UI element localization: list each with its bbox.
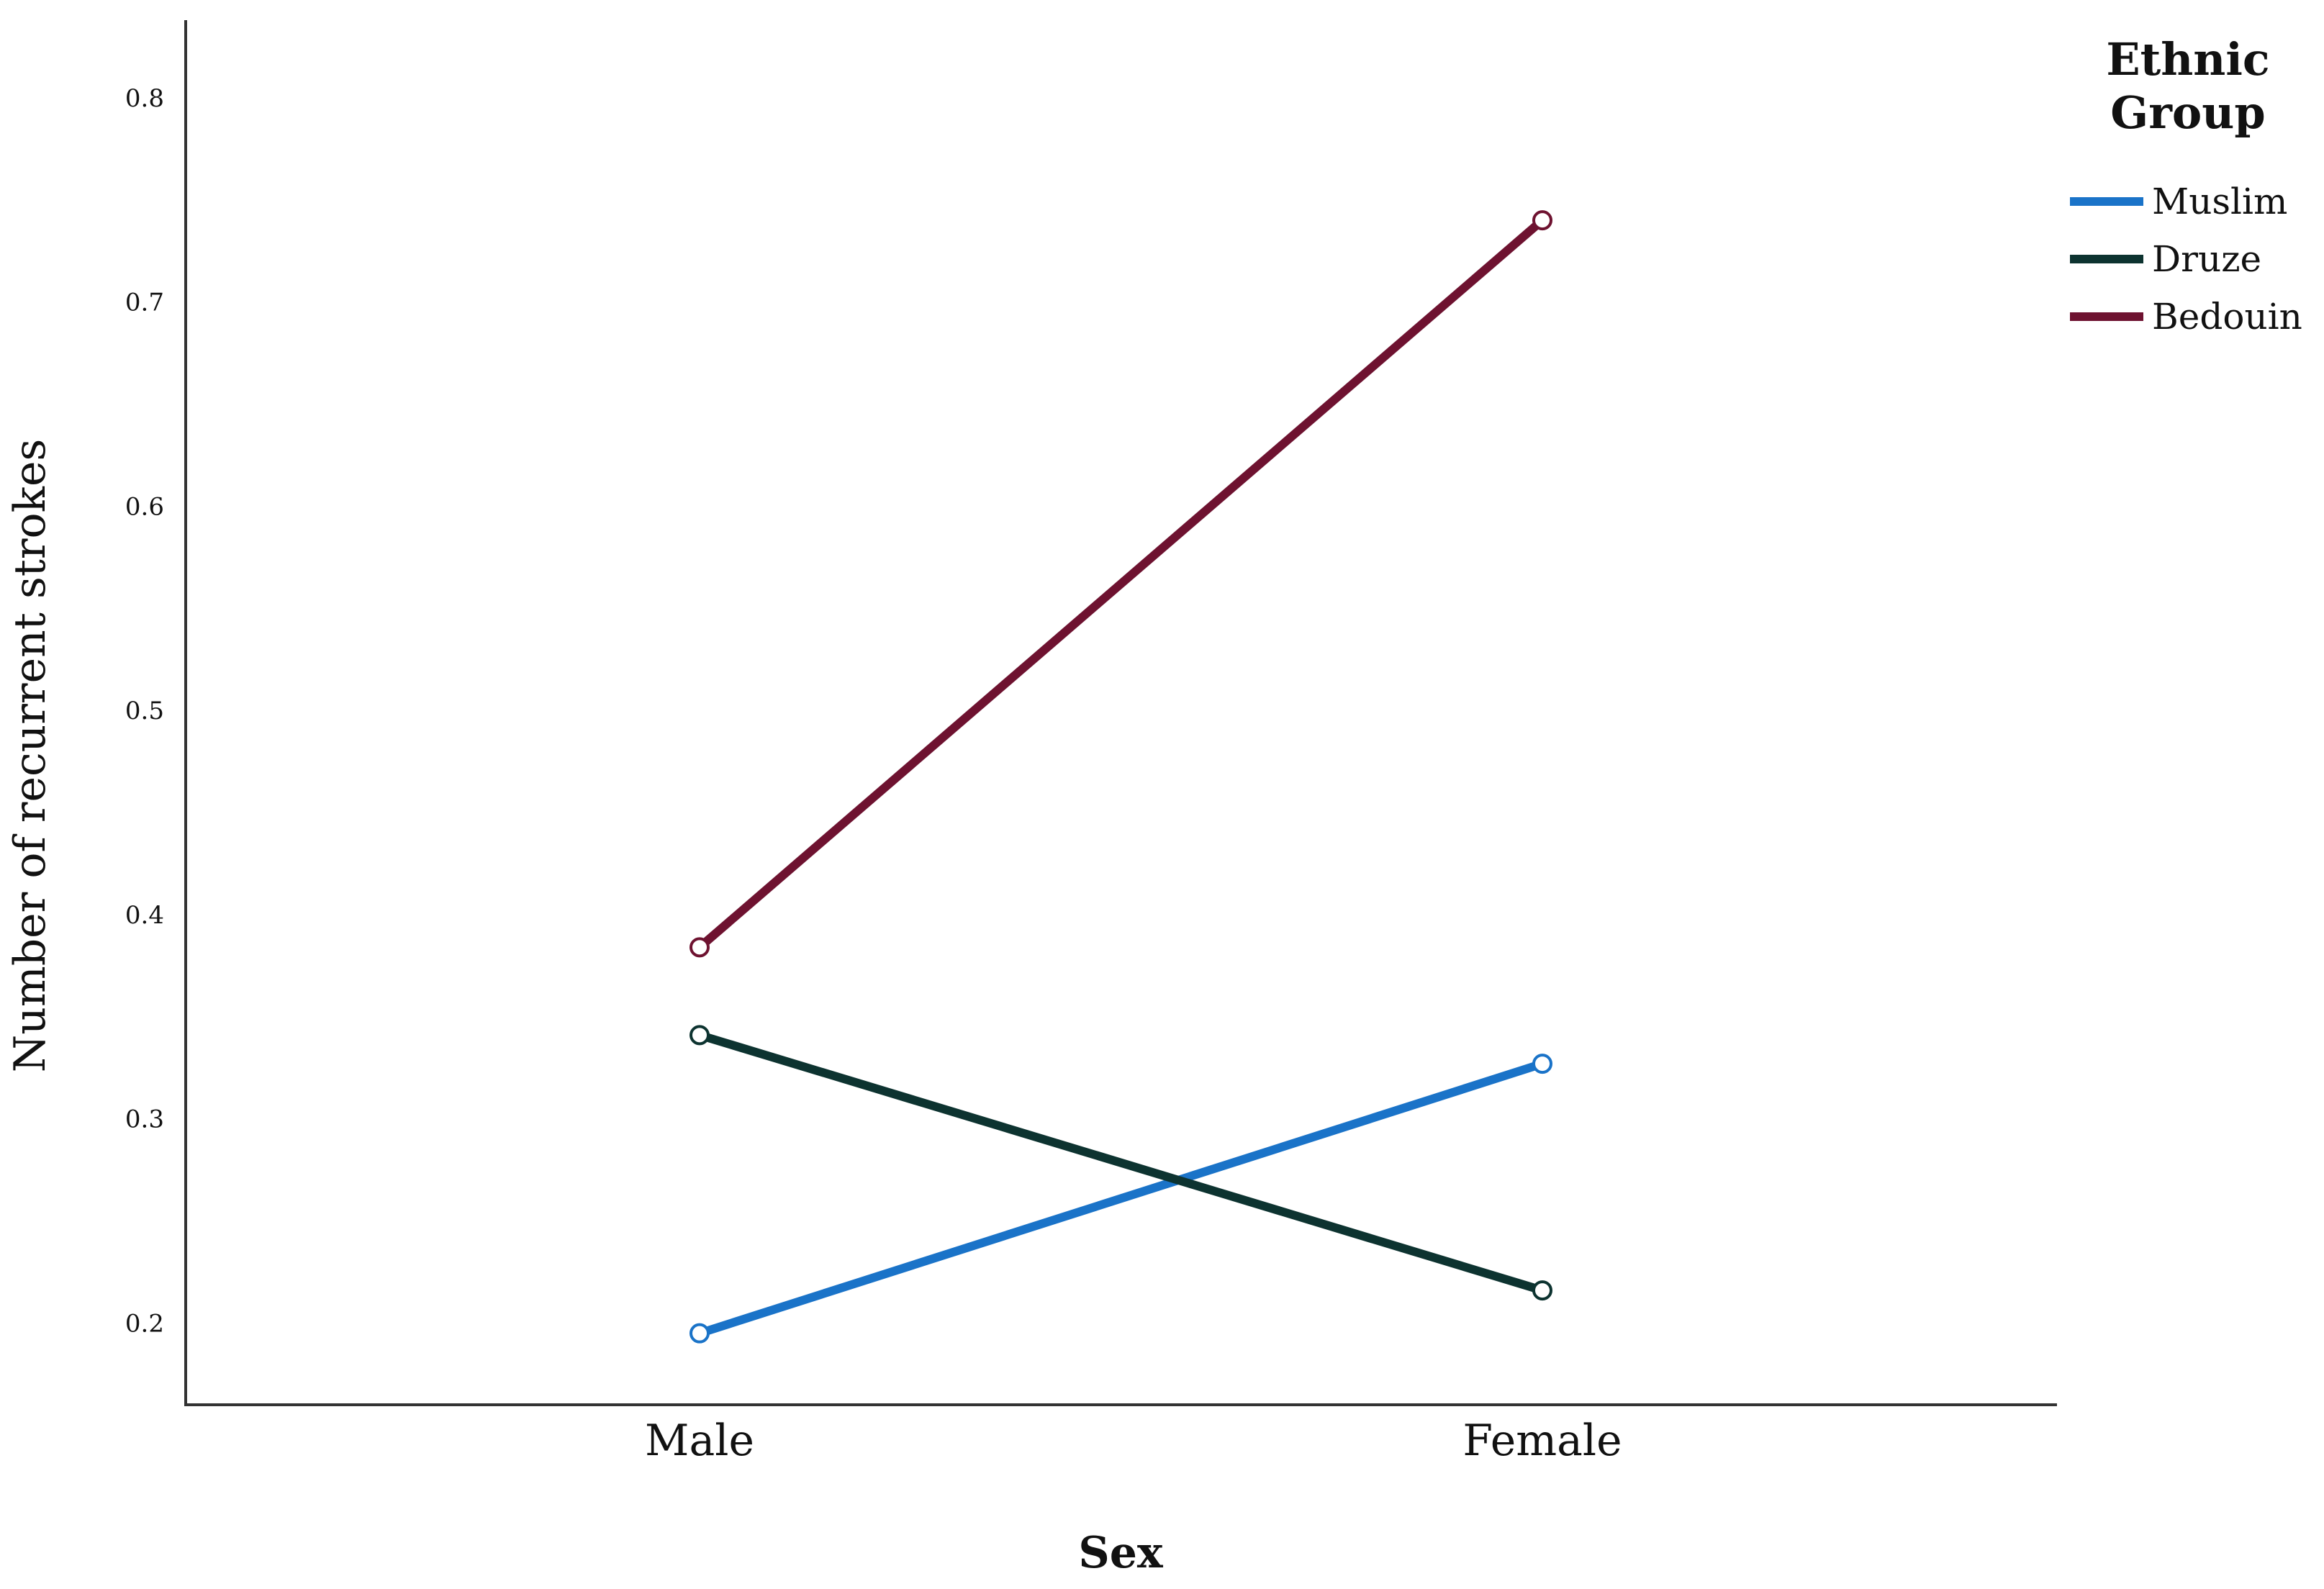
series-line-bedouin — [695, 216, 1547, 952]
x-category-label: Female — [1462, 1416, 1622, 1466]
x-category-labels: Male Female — [645, 1416, 1622, 1466]
series-line-muslim — [695, 1059, 1547, 1338]
data-point-druze — [1532, 1280, 1552, 1301]
legend-label-muslim: Muslim — [2152, 181, 2287, 222]
x-axis-title: Sex — [1078, 1528, 1164, 1578]
y-tick-label: 0.6 — [125, 492, 164, 521]
legend-title-line-1: Ethnic — [2106, 33, 2269, 86]
series-lines — [689, 210, 1552, 1344]
y-tick-label: 0.4 — [125, 901, 164, 930]
data-point-muslim — [1532, 1054, 1552, 1074]
series-line-druze — [695, 1031, 1547, 1295]
legend-items: Muslim Druze Bedouin — [2070, 181, 2302, 338]
y-tick-label: 0.2 — [125, 1309, 164, 1338]
data-point-druze — [689, 1025, 710, 1046]
y-tick-label: 0.7 — [125, 289, 164, 317]
y-tick-label: 0.8 — [125, 84, 164, 113]
y-tick-label: 0.5 — [125, 697, 164, 725]
legend-title-line-2: Group — [2110, 86, 2265, 139]
legend: Ethnic Group Muslim Druze Bedouin — [2070, 33, 2302, 338]
legend-label-druze: Druze — [2152, 238, 2261, 280]
data-point-bedouin — [689, 937, 710, 958]
y-axis-title: Number of recurrent strokes — [5, 439, 55, 1073]
x-category-label: Male — [645, 1416, 754, 1466]
legend-label-bedouin: Bedouin — [2152, 296, 2302, 338]
y-tick-label: 0.3 — [125, 1105, 164, 1134]
data-point-muslim — [689, 1323, 710, 1344]
y-tick-labels: 0.2 0.3 0.4 0.5 0.6 0.7 0.8 — [125, 84, 164, 1339]
data-point-bedouin — [1532, 210, 1552, 231]
